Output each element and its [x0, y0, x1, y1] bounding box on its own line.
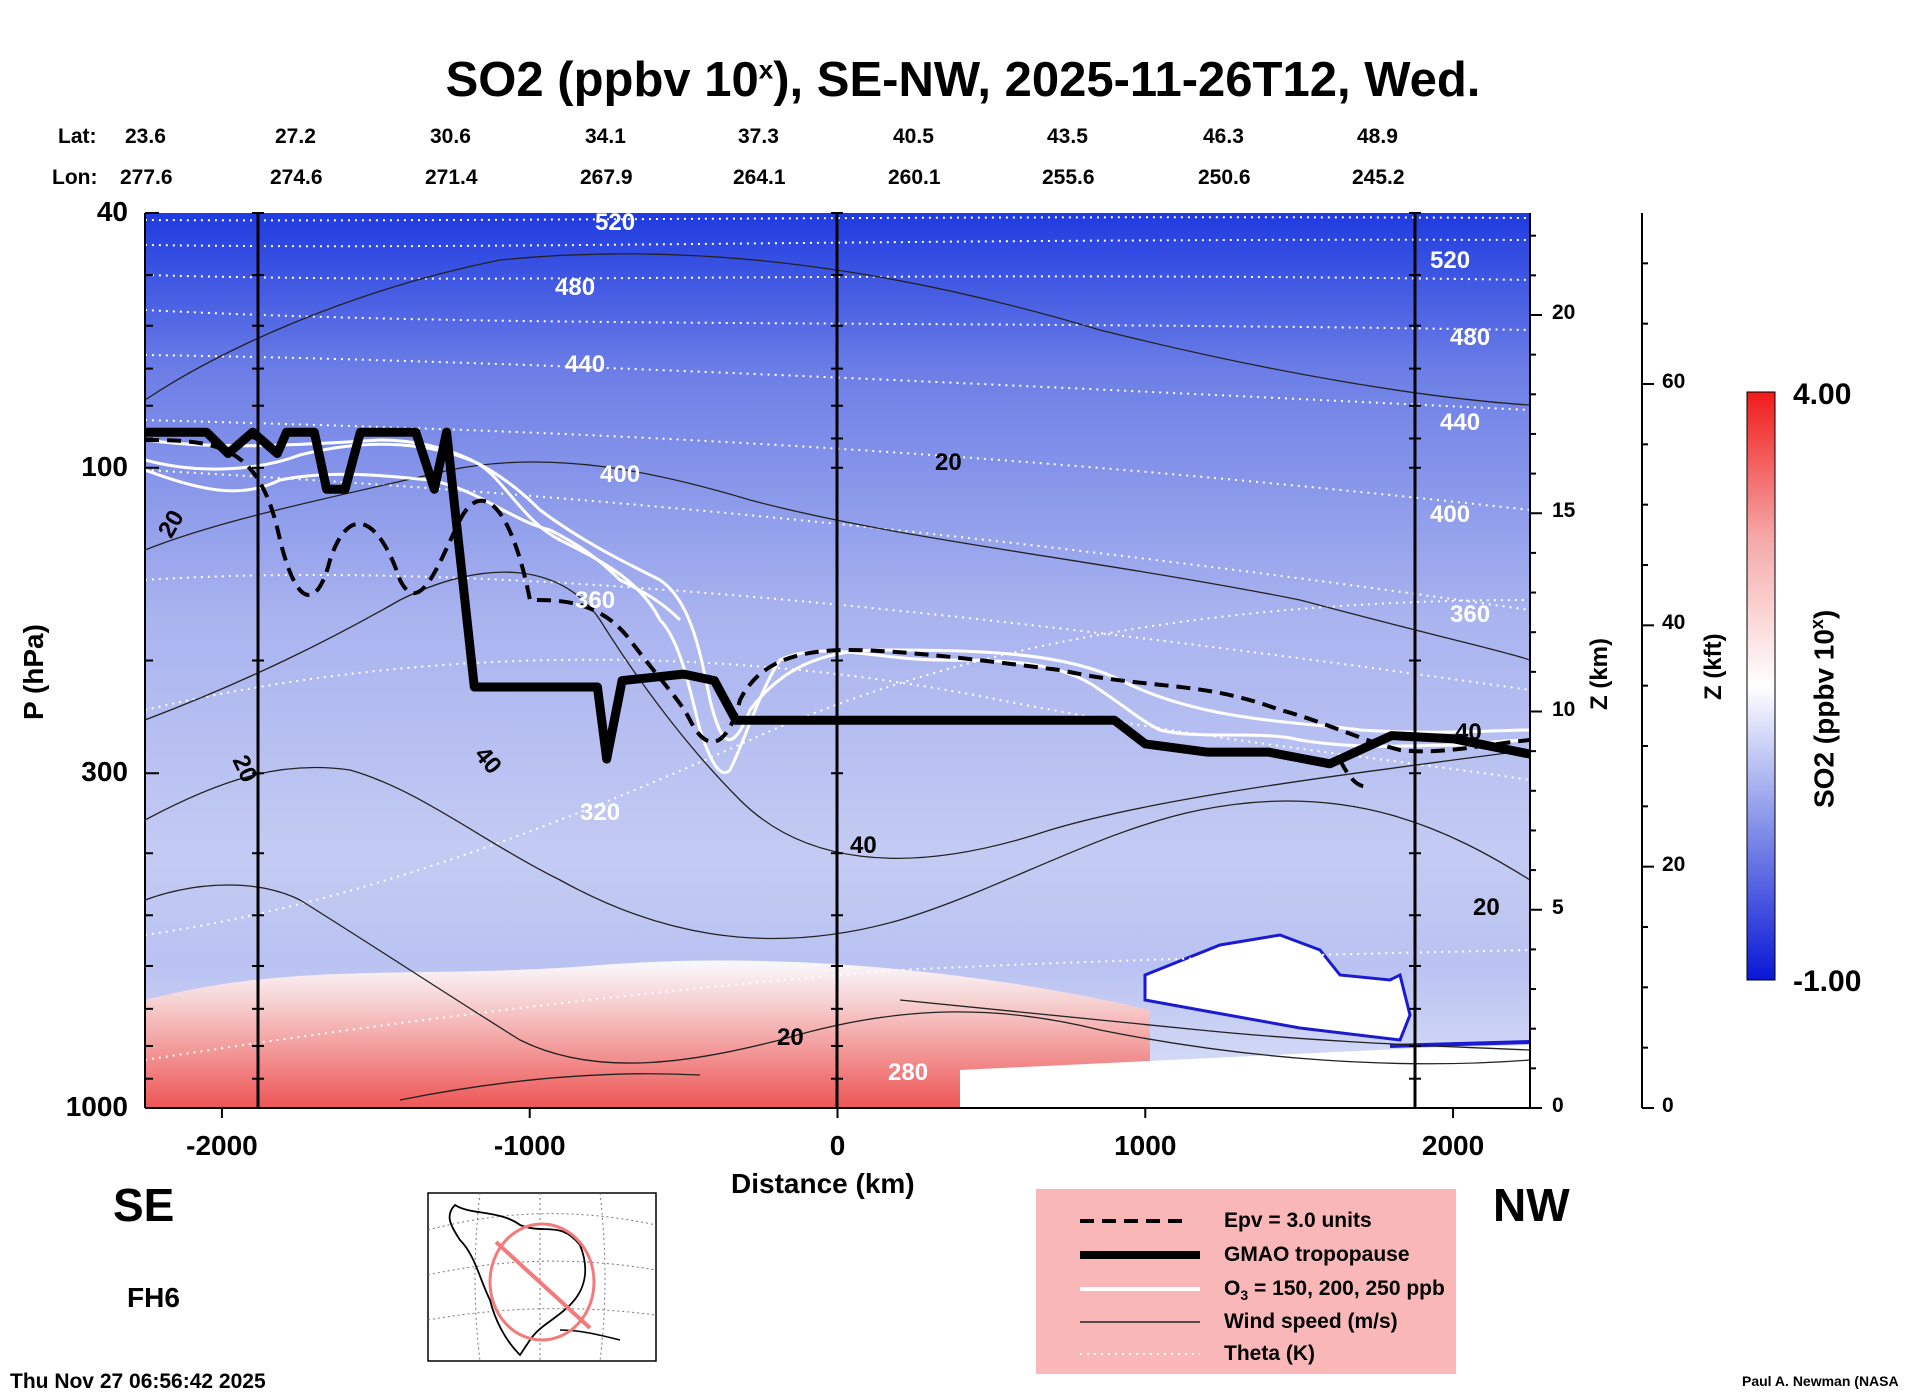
- z-kft-label: Z (kft): [1700, 633, 1727, 700]
- z-kft-tick-60: 60: [1662, 370, 1686, 393]
- lat-value-4: 37.3: [738, 125, 779, 148]
- z-km-tick-5: 5: [1552, 895, 1564, 919]
- legend-item-ozone: O3 = 150, 200, 250 ppb: [1224, 1277, 1445, 1304]
- theta-label-440-right: 440: [1440, 409, 1480, 436]
- lat-value-3: 34.1: [585, 125, 626, 148]
- lon-value-8: 245.2: [1352, 166, 1405, 189]
- z-km-tick-15: 15: [1552, 499, 1576, 523]
- x-tick-label-0: -2000: [186, 1130, 258, 1161]
- theta-labels: 520 520 480 480 440 440 400 400 360 360 …: [555, 209, 1490, 1086]
- theta-label-360-right: 360: [1450, 601, 1490, 628]
- colorbar-max: 4.00: [1793, 378, 1852, 411]
- theta-label-280: 280: [888, 1059, 928, 1086]
- so2-high-region: [145, 960, 1150, 1108]
- lat-value-0: 23.6: [125, 125, 166, 148]
- x-tick-label-3: 1000: [1114, 1130, 1177, 1161]
- legend: Epv = 3.0 units GMAO tropopause O3 = 150…: [1036, 1189, 1456, 1374]
- wind-contours: [145, 253, 1530, 1101]
- wind-label-40-right: 40: [1455, 719, 1482, 746]
- lon-value-2: 271.4: [425, 166, 478, 189]
- wind-label-20-low: 20: [777, 1024, 804, 1051]
- z-km-label: Z (km): [1586, 638, 1613, 710]
- theta-label-320: 320: [580, 799, 620, 826]
- z-km-tick-10: 10: [1552, 697, 1576, 721]
- legend-item-tropopause: GMAO tropopause: [1224, 1243, 1410, 1266]
- map-range-circle: [488, 1222, 596, 1342]
- theta-label-360: 360: [575, 587, 615, 614]
- lat-value-1: 27.2: [275, 125, 316, 148]
- lat-value-7: 46.3: [1203, 125, 1244, 148]
- wind-label-20-right: 20: [1473, 894, 1500, 921]
- z-kft-tick-40: 40: [1662, 611, 1686, 635]
- legend-item-theta: Theta (K): [1224, 1342, 1315, 1365]
- x-tick-label-2: 0: [829, 1130, 846, 1161]
- map-transect: [494, 1240, 592, 1330]
- direction-se: SE: [113, 1179, 175, 1231]
- direction-nw: NW: [1493, 1179, 1570, 1231]
- lon-value-0: 277.6: [120, 166, 173, 189]
- colorbar-label: SO2 (ppbv 10x): [1807, 609, 1840, 808]
- lon-value-6: 255.6: [1042, 166, 1095, 189]
- y-tick-label-40: 40: [96, 196, 128, 227]
- x-tick-label-1: -1000: [493, 1130, 566, 1161]
- lat-value-5: 40.5: [893, 125, 934, 148]
- theta-label-520-right: 520: [1430, 247, 1470, 274]
- axis-ticks: [145, 212, 1654, 1118]
- lat-label: Lat:: [58, 125, 97, 148]
- theta-label-400-right: 400: [1430, 501, 1470, 528]
- colorbar-min: -1.00: [1793, 965, 1862, 998]
- z-km-tick-0: 0: [1552, 1094, 1564, 1117]
- lon-value-1: 274.6: [270, 166, 323, 189]
- y-axis-label: P (hPa): [18, 624, 49, 720]
- lat-value-8: 48.9: [1357, 125, 1398, 148]
- theta-label-400: 400: [600, 461, 640, 488]
- theta-label-480-right: 480: [1450, 324, 1490, 351]
- wind-label-40-mid: 40: [850, 832, 877, 859]
- z-kft-tick-0: 0: [1662, 1094, 1674, 1117]
- lon-value-7: 250.6: [1198, 166, 1251, 189]
- theta-label-520: 520: [595, 209, 635, 236]
- y-tick-label-300: 300: [81, 756, 128, 788]
- timestamp: Thu Nov 27 06:56:42 2025: [10, 1370, 266, 1393]
- tropopause-line: [145, 427, 1530, 769]
- forecast-hour: FH6: [127, 1282, 180, 1313]
- x-axis-label: Distance (km): [731, 1168, 915, 1199]
- theta-label-480: 480: [555, 274, 595, 301]
- x-tick-label-4: 2000: [1421, 1130, 1485, 1161]
- lat-value-6: 43.5: [1047, 125, 1088, 148]
- y-tick-label-1000: 1000: [65, 1091, 128, 1122]
- lon-value-4: 264.1: [733, 166, 786, 189]
- lon-label: Lon:: [52, 166, 98, 189]
- ground-region: [960, 1045, 1530, 1108]
- epv-contours: [145, 438, 1530, 789]
- lat-value-2: 30.6: [430, 125, 471, 148]
- credit: Paul A. Newman (NASA: [1742, 1373, 1899, 1389]
- location-map: [427, 1192, 657, 1362]
- wind-label-20-upper: 20: [935, 449, 962, 476]
- chart-title: SO2 (ppbv 10x), SE-NW, 2025-11-26T12, We…: [445, 53, 1481, 107]
- lon-value-5: 260.1: [888, 166, 941, 189]
- theta-contours: [145, 216, 1530, 1061]
- theta-label-440: 440: [565, 351, 605, 378]
- missing-region: [1143, 933, 1412, 1042]
- legend-item-epv: Epv = 3.0 units: [1224, 1209, 1372, 1232]
- z-km-tick-20: 20: [1552, 301, 1576, 324]
- y-tick-label-100: 100: [81, 450, 128, 482]
- z-kft-tick-20: 20: [1662, 852, 1686, 876]
- lon-value-3: 267.9: [580, 166, 633, 189]
- legend-item-wind: Wind speed (m/s): [1224, 1310, 1398, 1333]
- colorbar: [1746, 391, 1776, 981]
